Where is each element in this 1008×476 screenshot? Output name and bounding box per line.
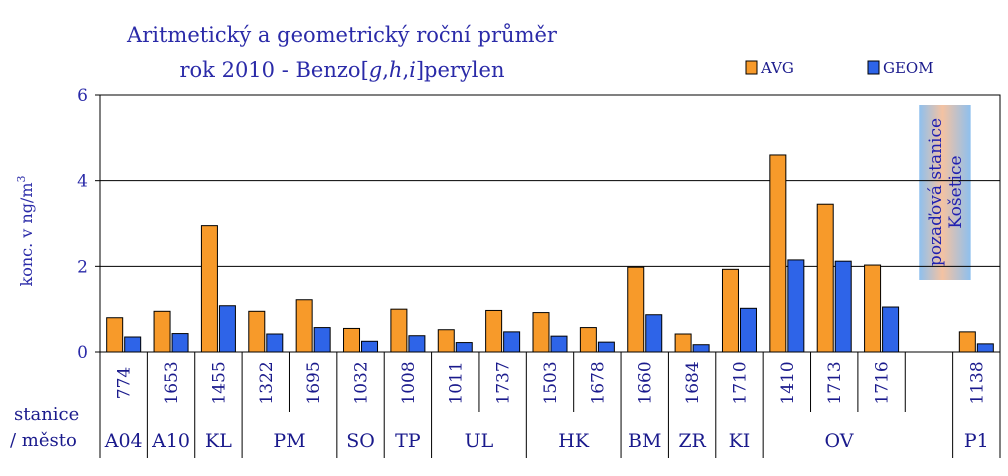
bar-avg-1410 <box>769 154 787 353</box>
station-label: 774 <box>115 367 135 399</box>
bar-geom-1710 <box>739 307 757 353</box>
bar-avg-1653 <box>153 310 171 353</box>
station-label: 1653 <box>162 361 182 404</box>
bar-geom-1660 <box>645 314 663 353</box>
bars <box>106 154 994 353</box>
station-label: 1660 <box>636 361 656 404</box>
bar-geom-1503 <box>550 335 568 353</box>
bar-avg-1032 <box>343 327 361 353</box>
station-label: 1710 <box>730 361 750 404</box>
x-axis-table: 774 1653 1455 1322 1695 1032 1008 1011 1737 1503 1… <box>99 352 1001 458</box>
bar-avg-1695 <box>295 299 313 353</box>
y-tick-label: 2 <box>77 257 88 277</box>
bar-geom-1008 <box>408 335 426 353</box>
chart-title-line1: Aritmetický a geometrický roční průměr <box>126 23 558 47</box>
station-label: 1322 <box>257 361 277 404</box>
bar-avg-1710 <box>721 268 739 353</box>
legend-swatch-geom <box>867 60 880 75</box>
city-label: KL <box>205 430 232 452</box>
bar-avg-1737 <box>485 309 503 353</box>
bar-avg-1008 <box>390 308 408 353</box>
bar-geom-1410 <box>787 259 805 353</box>
station-label: 1684 <box>683 361 703 404</box>
row-label-stanice: stanice <box>14 404 79 425</box>
bar-geom-1713 <box>834 260 852 353</box>
bar-geom-1032 <box>361 340 379 353</box>
bar-geom-1455 <box>218 305 236 353</box>
bar-geom-1678 <box>597 341 615 353</box>
background-station-label-line1: pozaďová stanice <box>926 118 946 266</box>
city-label: PM <box>273 430 305 452</box>
bar-avg-1684 <box>674 333 692 353</box>
y-tick-label: 4 <box>77 172 88 192</box>
legend-label-avg: AVG <box>760 59 794 77</box>
legend-label-geom: GEOM <box>883 59 934 77</box>
station-label: 1008 <box>399 361 419 404</box>
bar-avg-1716 <box>864 264 882 353</box>
bar-geom-1653 <box>171 333 189 353</box>
bar-geom-774 <box>124 336 142 353</box>
y-tick-label: 6 <box>77 86 88 106</box>
bar-avg-1322 <box>248 310 266 353</box>
bar-avg-1713 <box>816 203 834 353</box>
station-label: 1713 <box>825 361 845 404</box>
station-label: 1032 <box>352 361 372 404</box>
station-label: 1678 <box>588 361 608 404</box>
city-label: BM <box>628 430 661 452</box>
bar-geom-1322 <box>266 333 284 353</box>
background-station-label-line2: Košetice <box>946 155 966 228</box>
bar-avg-1011 <box>437 329 455 353</box>
y-axis-label: konc. v ng/m3 <box>15 176 36 287</box>
city-label: A10 <box>151 430 190 452</box>
background-station-band-fill <box>919 105 971 280</box>
city-label: TP <box>395 430 421 452</box>
city-label: KI <box>729 430 751 452</box>
bar-geom-1737 <box>503 331 521 353</box>
city-label: A04 <box>104 430 143 452</box>
station-label: 1716 <box>873 361 893 404</box>
bar-geom-1011 <box>455 342 473 353</box>
bar-avg-774 <box>106 317 124 353</box>
station-label: 1695 <box>304 361 324 404</box>
station-label: 1503 <box>541 361 561 404</box>
city-label: P1 <box>964 430 989 452</box>
legend-swatch-avg <box>745 60 758 75</box>
bar-avg-1138 <box>958 331 976 353</box>
bar-geom-1138 <box>976 343 994 353</box>
bar-avg-1678 <box>579 327 597 353</box>
station-label: 1138 <box>967 361 987 404</box>
bar-geom-1695 <box>313 327 331 353</box>
city-label: OV <box>824 430 853 452</box>
city-label: SO <box>346 430 375 452</box>
station-label: 1011 <box>446 361 466 404</box>
city-label: ZR <box>678 430 706 452</box>
bar-avg-1660 <box>627 266 645 353</box>
city-label: UL <box>465 430 494 452</box>
legend: AVG GEOM <box>745 59 934 77</box>
station-label: 1455 <box>209 361 229 404</box>
station-label: 1737 <box>494 361 514 404</box>
gridlines <box>100 180 1000 267</box>
chart-title-line2: rok 2010 - Benzo[g,h,i]perylen <box>180 58 505 82</box>
station-label: 1410 <box>778 361 798 404</box>
y-tick-label: 0 <box>77 343 88 363</box>
bar-geom-1716 <box>882 306 900 353</box>
bar-avg-1455 <box>200 225 218 353</box>
bar-avg-1503 <box>532 312 550 353</box>
background-station-band: pozaďová stanice Košetice <box>919 105 971 280</box>
row-label-mesto: / město <box>10 430 77 451</box>
y-axis-ticks: 0 2 4 6 <box>77 86 100 363</box>
city-label: HK <box>558 430 590 452</box>
plot-frame <box>99 94 1001 353</box>
bar-geom-1684 <box>692 344 710 353</box>
